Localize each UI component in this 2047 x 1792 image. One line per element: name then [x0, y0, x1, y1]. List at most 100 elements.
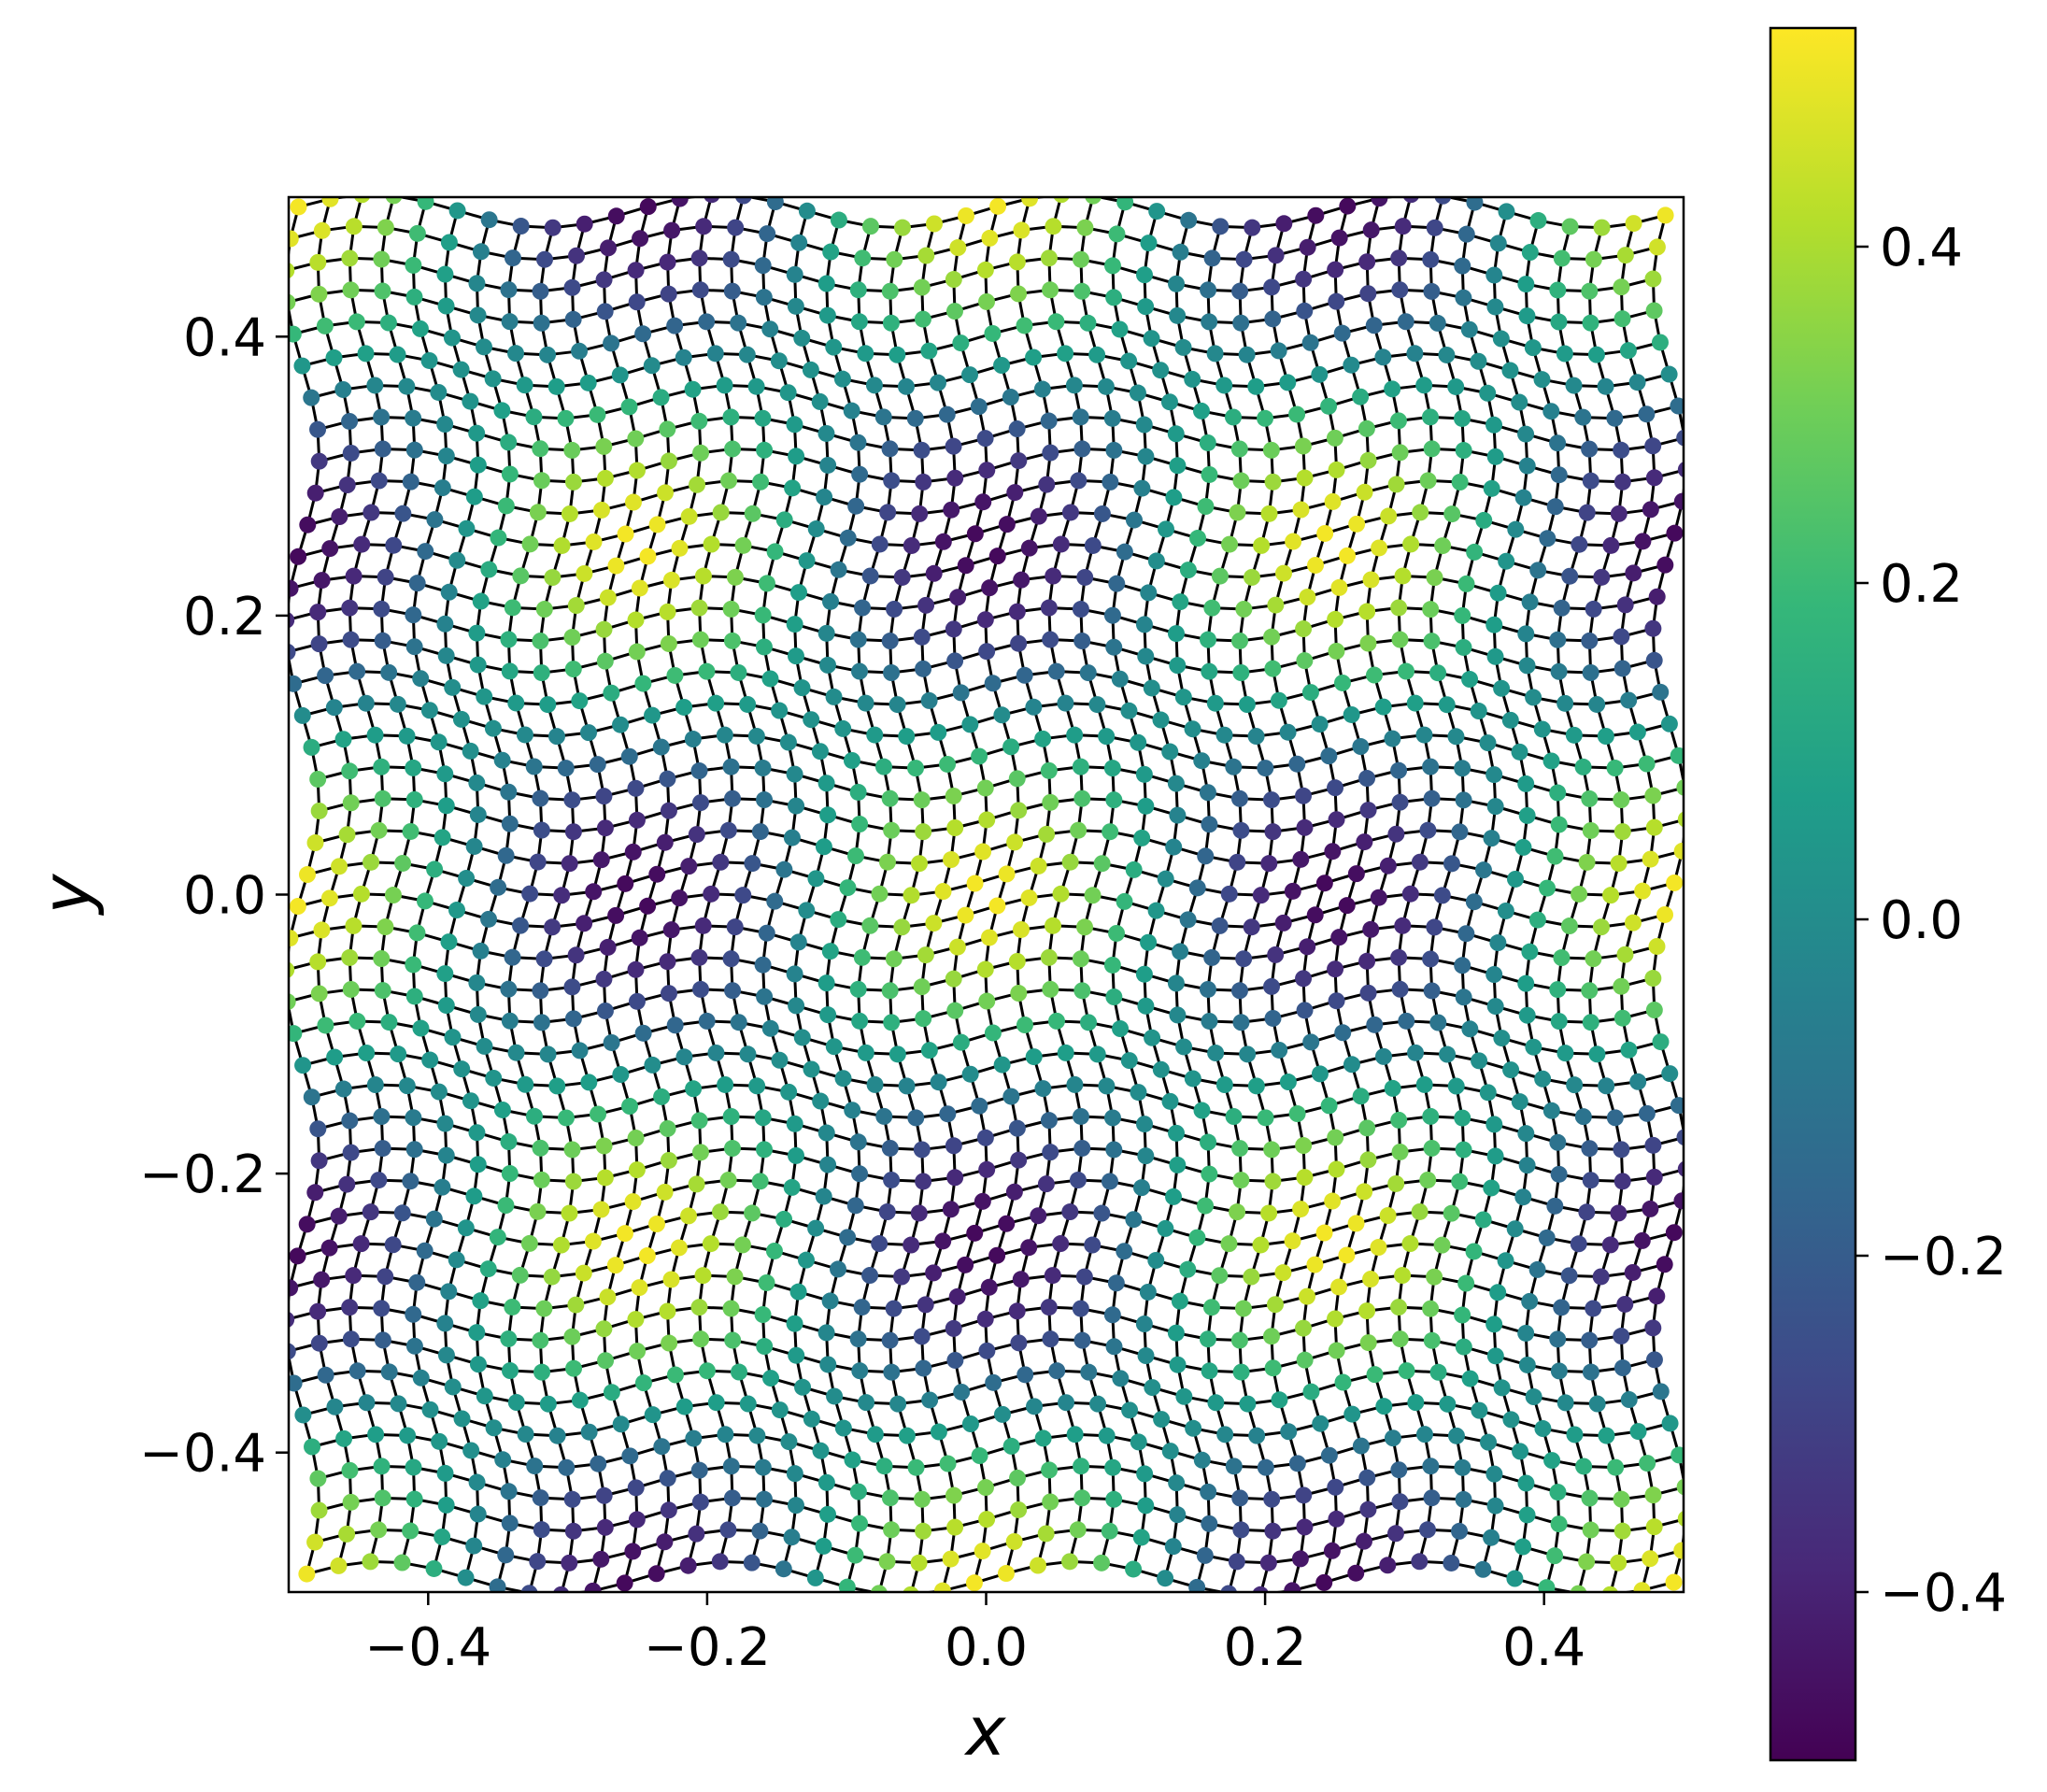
data-point — [405, 1458, 422, 1476]
data-point — [1419, 1171, 1437, 1188]
data-point — [497, 846, 515, 864]
data-point — [644, 1406, 661, 1424]
data-point — [1676, 778, 1684, 796]
data-point — [748, 1427, 766, 1444]
data-point — [866, 1426, 884, 1444]
data-point — [557, 1109, 575, 1127]
data-point — [984, 1024, 1002, 1042]
data-point — [671, 889, 689, 907]
data-point — [943, 851, 960, 869]
data-point — [484, 719, 502, 737]
mesh-edge — [878, 1591, 883, 1592]
data-point — [548, 1077, 566, 1095]
data-point — [1302, 1383, 1320, 1401]
data-point — [1230, 1331, 1248, 1349]
data-point — [1101, 1522, 1118, 1540]
data-point — [472, 942, 490, 960]
data-point — [1076, 918, 1094, 936]
data-point — [786, 1315, 803, 1332]
data-point — [1200, 1133, 1217, 1151]
data-point — [670, 1239, 688, 1257]
data-point — [584, 1582, 602, 1592]
data-point — [743, 1554, 761, 1572]
data-point — [1132, 1179, 1150, 1197]
data-point — [1578, 1203, 1596, 1221]
data-point — [1550, 1515, 1568, 1533]
data-point — [939, 1105, 957, 1123]
data-point — [1230, 982, 1248, 1000]
data-point — [468, 974, 486, 991]
data-point — [881, 789, 899, 807]
data-point — [978, 1342, 996, 1359]
data-point — [310, 1501, 328, 1519]
data-point — [659, 770, 676, 788]
data-point — [576, 915, 593, 932]
data-point — [688, 1175, 705, 1193]
data-point — [1486, 1347, 1504, 1365]
data-point — [1398, 1012, 1415, 1030]
data-point — [881, 1331, 899, 1349]
data-point — [469, 1005, 487, 1023]
data-point — [437, 1146, 455, 1164]
data-point — [289, 1311, 295, 1328]
data-point — [675, 1048, 693, 1066]
data-point — [563, 1490, 581, 1508]
data-point — [853, 1299, 871, 1316]
data-point — [1215, 1076, 1233, 1094]
data-point — [1511, 743, 1528, 761]
data-point — [309, 1470, 327, 1487]
data-point — [1455, 988, 1472, 1006]
data-point — [734, 887, 752, 904]
data-point — [1518, 1006, 1536, 1024]
data-point — [961, 1065, 979, 1083]
data-point — [913, 791, 931, 809]
data-point — [830, 911, 847, 929]
data-point — [1352, 1088, 1370, 1105]
data-point — [1201, 1362, 1218, 1380]
data-point — [883, 1363, 901, 1381]
data-point — [1390, 1111, 1408, 1129]
data-point — [338, 1175, 356, 1193]
data-point — [893, 918, 911, 936]
data-point — [1016, 1366, 1034, 1384]
data-point — [644, 1056, 661, 1074]
data-point — [925, 915, 943, 932]
data-point — [504, 1298, 521, 1316]
data-point — [1044, 1267, 1061, 1285]
data-point — [1327, 960, 1344, 978]
data-point — [393, 1204, 411, 1222]
data-point — [666, 1017, 684, 1034]
data-point — [1334, 1024, 1352, 1042]
data-point — [1407, 1044, 1425, 1061]
data-point — [374, 1140, 391, 1158]
data-point — [1423, 789, 1441, 807]
data-point — [1394, 917, 1412, 934]
data-point — [1098, 728, 1116, 746]
data-point — [1480, 1433, 1498, 1451]
data-point — [426, 860, 444, 878]
data-point — [1518, 806, 1536, 824]
data-point — [1137, 797, 1155, 815]
data-point — [775, 860, 793, 878]
data-point — [1093, 1204, 1111, 1222]
data-point — [1025, 1048, 1043, 1066]
data-point — [1037, 1525, 1055, 1543]
data-point — [362, 853, 380, 871]
data-point — [1263, 1490, 1281, 1508]
data-point — [666, 1366, 684, 1384]
data-point — [453, 1060, 471, 1078]
data-point — [688, 1525, 705, 1543]
data-point — [1506, 1570, 1524, 1587]
data-point — [1455, 1338, 1472, 1356]
data-point — [1624, 1263, 1642, 1281]
data-point — [965, 1574, 983, 1592]
data-point — [1550, 816, 1568, 833]
data-point — [317, 1017, 334, 1034]
data-point — [878, 853, 896, 871]
data-point — [1247, 1077, 1265, 1095]
data-point — [525, 1107, 543, 1125]
data-point — [1673, 842, 1684, 860]
data-point — [494, 1451, 512, 1469]
data-point — [1455, 1490, 1472, 1508]
data-point — [830, 1260, 847, 1278]
